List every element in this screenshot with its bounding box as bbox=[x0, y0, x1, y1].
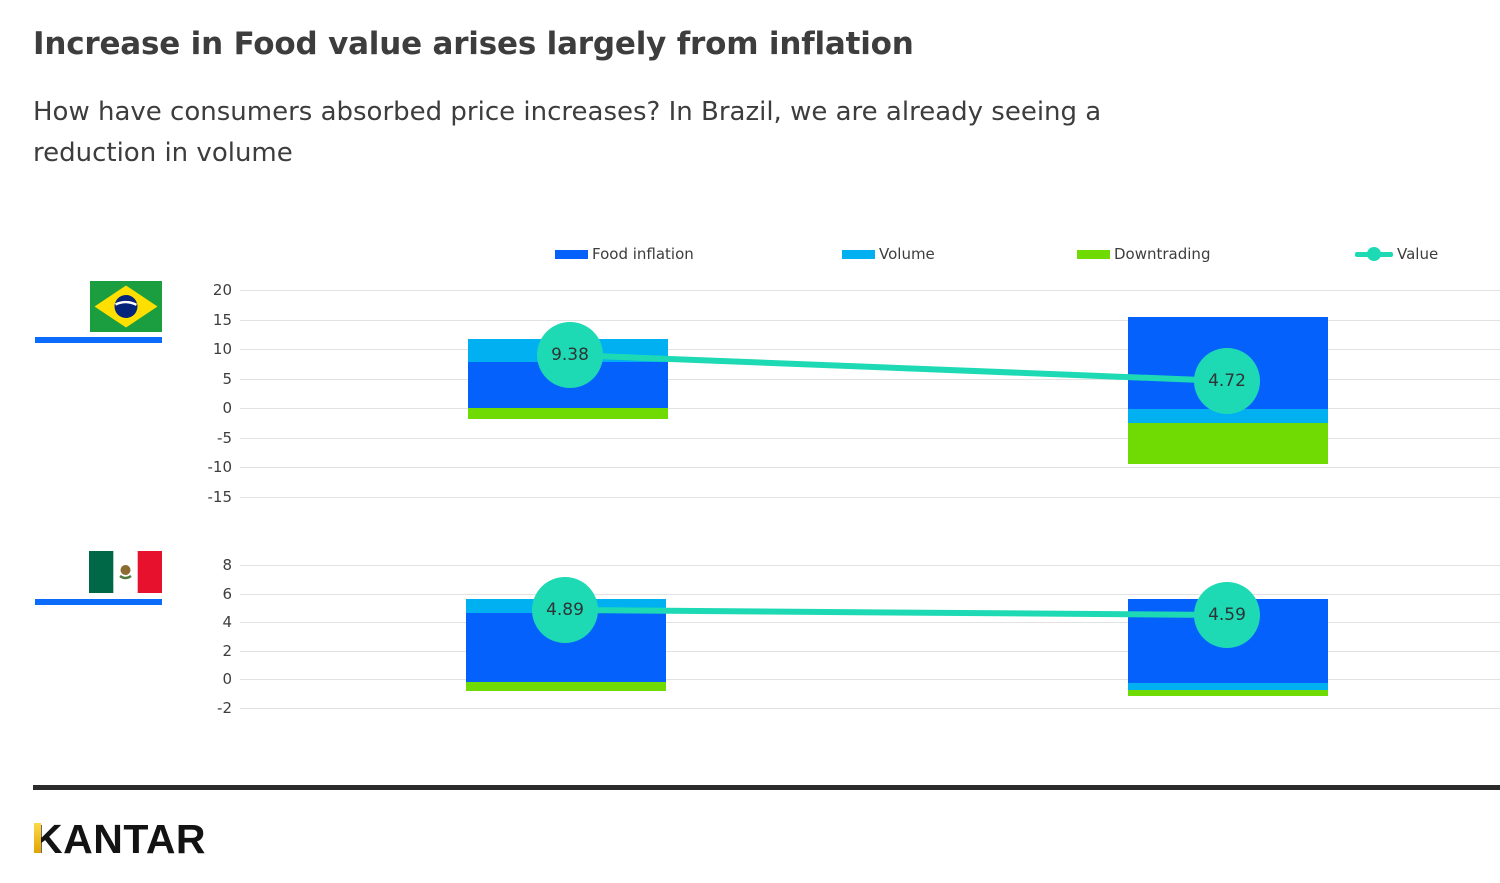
gridline bbox=[240, 467, 1500, 468]
value-point-mexico-2: 4.59 bbox=[1194, 582, 1260, 648]
value-point-mexico-1: 4.89 bbox=[532, 577, 598, 643]
subtitle-line-2: reduction in volume bbox=[33, 138, 293, 168]
gridline bbox=[240, 408, 1500, 409]
y-tick: 5 bbox=[222, 370, 232, 388]
volume-swatch-icon bbox=[842, 249, 875, 259]
page-title: Increase in Food value arises largely fr… bbox=[33, 26, 914, 62]
gridline bbox=[240, 320, 1500, 321]
y-tick: -15 bbox=[207, 488, 233, 506]
bar-segment-downtrading bbox=[466, 682, 666, 691]
y-tick: 6 bbox=[222, 585, 232, 603]
value-point-brazil-1: 9.38 bbox=[537, 322, 603, 388]
gridline bbox=[240, 438, 1500, 439]
y-tick: 20 bbox=[212, 281, 232, 299]
legend-item-volume: Volume bbox=[842, 245, 935, 263]
y-tick: 8 bbox=[222, 556, 232, 574]
y-tick: 0 bbox=[222, 670, 232, 688]
bar-segment-volume bbox=[1128, 409, 1328, 423]
y-tick: 10 bbox=[212, 340, 232, 358]
legend-label-food-inflation: Food inflation bbox=[592, 245, 694, 263]
value-line-marker-icon bbox=[1355, 247, 1393, 261]
gridline bbox=[240, 651, 1500, 652]
mexico-tab-underline bbox=[35, 599, 162, 605]
bar-segment-downtrading bbox=[468, 408, 668, 419]
y-tick: 4 bbox=[222, 613, 232, 631]
legend-item-value: Value bbox=[1355, 245, 1438, 263]
bar-segment-downtrading bbox=[1128, 423, 1328, 464]
kantar-logo-text: KANTAR bbox=[33, 816, 207, 862]
y-tick: 15 bbox=[212, 311, 232, 329]
gridline bbox=[240, 565, 1500, 566]
food-inflation-swatch-icon bbox=[555, 249, 588, 259]
mexico-flag-icon bbox=[89, 551, 162, 593]
value-point-brazil-2: 4.72 bbox=[1194, 348, 1260, 414]
legend-label-volume: Volume bbox=[879, 245, 935, 263]
gridline bbox=[240, 290, 1500, 291]
gridline bbox=[240, 349, 1500, 350]
gridline bbox=[240, 679, 1500, 680]
value-dot-marker-icon bbox=[1367, 247, 1381, 261]
y-tick: -2 bbox=[217, 699, 232, 717]
value-label: 4.72 bbox=[1208, 371, 1246, 391]
y-tick: -10 bbox=[207, 458, 233, 476]
y-tick: 0 bbox=[222, 399, 232, 417]
value-label: 4.89 bbox=[546, 600, 584, 620]
footer-divider bbox=[33, 785, 1500, 790]
legend-item-food-inflation: Food inflation bbox=[555, 245, 694, 263]
downtrading-swatch-icon bbox=[1077, 249, 1110, 259]
kantar-logo-gold-bar-icon bbox=[34, 823, 41, 853]
subtitle-line-1: How have consumers absorbed price increa… bbox=[33, 97, 1102, 127]
kantar-logo: KANTAR bbox=[33, 816, 206, 863]
brazil-flag-icon bbox=[90, 281, 162, 332]
y-tick: -5 bbox=[217, 429, 232, 447]
brazil-tab-underline bbox=[35, 337, 162, 343]
legend-label-value: Value bbox=[1397, 245, 1439, 263]
value-label: 4.59 bbox=[1208, 605, 1246, 625]
legend-label-downtrading: Downtrading bbox=[1114, 245, 1211, 263]
y-tick: 2 bbox=[222, 642, 232, 660]
page-subtitle: How have consumers absorbed price increa… bbox=[33, 92, 1433, 174]
gridline bbox=[240, 594, 1500, 595]
bar-segment-volume bbox=[1128, 683, 1328, 690]
gridline bbox=[240, 622, 1500, 623]
value-label: 9.38 bbox=[551, 345, 589, 365]
bar-segment-downtrading bbox=[1128, 690, 1328, 696]
legend-item-downtrading: Downtrading bbox=[1077, 245, 1210, 263]
gridline bbox=[240, 497, 1500, 498]
gridline bbox=[240, 708, 1500, 709]
